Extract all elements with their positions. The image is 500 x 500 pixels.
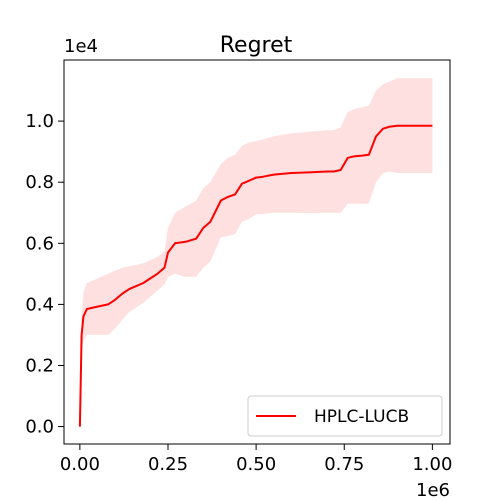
x-tick-label: 1.00 (412, 454, 452, 475)
x-tick-label: 0.00 (60, 454, 100, 475)
y-tick-label: 1.0 (25, 111, 54, 132)
y-axis: 0.0 0.2 0.4 0.6 0.8 1.0 (25, 111, 64, 438)
legend-label: HPLC-LUCB (314, 407, 409, 427)
x-axis: 0.00 0.25 0.50 0.75 1.00 (60, 444, 452, 475)
series-line-hplc-lucb (78, 124, 433, 427)
y-offset-label: 1e4 (64, 36, 98, 57)
chart-title: Regret (220, 33, 293, 58)
plot-frame (63, 59, 451, 445)
x-tick-label: 0.25 (148, 454, 188, 475)
legend: HPLC-LUCB (247, 395, 443, 437)
x-tick-label: 0.50 (236, 454, 276, 475)
y-tick-label: 0.2 (25, 355, 54, 376)
plot-area (78, 78, 433, 427)
y-tick-label: 0.8 (25, 172, 54, 193)
x-offset-label: 1e6 (416, 480, 450, 500)
y-tick-label: 0.0 (25, 417, 54, 438)
y-tick-label: 0.6 (25, 233, 54, 254)
legend-box (247, 395, 443, 437)
y-tick-label: 0.4 (25, 294, 54, 315)
confidence-band (79, 78, 433, 427)
x-tick-label: 0.75 (324, 454, 364, 475)
